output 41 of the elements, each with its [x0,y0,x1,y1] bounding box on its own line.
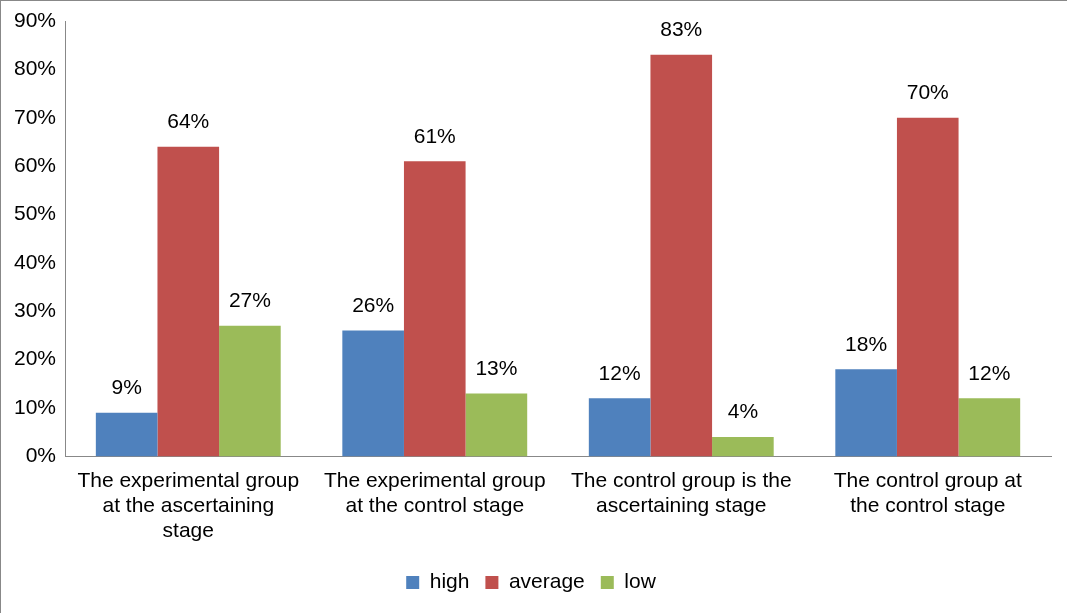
y-tick-label: 0% [25,443,57,467]
data-label: 27% [228,288,271,312]
y-tick-label: 10% [14,394,57,418]
bar [958,398,1021,457]
data-label: 83% [660,17,703,41]
y-tick-label: 60% [14,152,57,176]
y-tick-label: 30% [14,298,57,322]
data-label: 26% [352,292,395,316]
legend-label: high [429,569,470,593]
y-tick-label: 90% [14,7,57,31]
legend-label: average [508,569,585,593]
y-tick-label: 50% [14,201,57,225]
y-tick-label: 80% [14,56,57,80]
y-tick-label: 20% [14,346,57,370]
data-label: 12% [598,360,641,384]
bar [403,161,466,457]
data-label: 9% [111,375,142,399]
x-tick-label: The control group at the control stage [833,467,1022,516]
y-tick-label: 70% [14,104,57,128]
x-tick-label: The experimental group at the control stage [323,467,546,516]
bar [95,412,158,457]
bar [712,437,774,457]
y-tick-label: 40% [14,249,57,273]
bar [157,146,220,457]
bar [219,325,281,457]
bar [588,398,651,457]
data-label: 18% [845,331,888,355]
data-label: 64% [167,109,210,133]
bar [650,54,713,457]
legend-label: low [624,569,657,593]
data-label: 70% [906,80,949,104]
x-tick-label: The control group is the ascertaining stage [570,467,792,516]
bar [465,393,528,457]
data-label: 61% [413,123,456,147]
data-label: 4% [727,399,759,423]
x-tick-label: The experimental group at the ascertaining stage [77,467,300,542]
bar [835,369,897,457]
bar [342,330,404,457]
bar [896,117,959,457]
data-label: 12% [968,360,1011,384]
data-label: 13% [475,355,518,379]
